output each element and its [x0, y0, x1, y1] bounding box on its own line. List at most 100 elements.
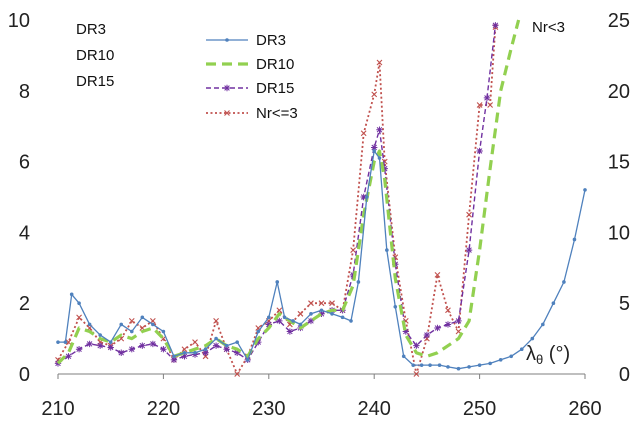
data-point	[140, 315, 145, 320]
data-point	[445, 307, 451, 314]
data-point	[419, 363, 424, 367]
data-point	[530, 336, 535, 341]
data-point	[465, 246, 473, 254]
data-point	[203, 347, 208, 352]
data-point	[96, 342, 104, 349]
data-point	[483, 94, 491, 102]
data-point	[572, 237, 577, 242]
data-point	[423, 331, 431, 339]
data-point	[223, 84, 231, 92]
data-point	[65, 353, 72, 360]
data-point	[98, 333, 102, 337]
data-point	[267, 315, 271, 320]
data-point	[225, 38, 229, 42]
x-tick-label: 240	[358, 398, 391, 420]
corner-note: DR3	[76, 21, 106, 38]
data-point	[63, 340, 68, 344]
data-point	[149, 340, 157, 348]
data-point	[371, 91, 378, 98]
data-point	[224, 343, 229, 348]
data-point	[233, 349, 241, 356]
data-point	[376, 126, 383, 133]
data-point	[541, 322, 545, 327]
data-point	[428, 363, 432, 367]
data-point	[151, 322, 155, 327]
data-point	[86, 340, 93, 348]
data-point	[308, 300, 314, 307]
data-point	[385, 248, 389, 252]
data-point	[291, 319, 295, 323]
data-point	[108, 340, 113, 344]
data-point	[583, 188, 587, 192]
data-point	[381, 165, 388, 172]
data-point	[119, 322, 124, 327]
data-point	[365, 195, 369, 199]
data-point	[107, 344, 114, 351]
data-point	[282, 315, 287, 320]
x-axis-label: λθ (°)	[526, 343, 570, 367]
data-point	[224, 110, 230, 116]
data-point	[360, 193, 367, 201]
data-point	[562, 280, 566, 284]
data-point	[444, 321, 452, 328]
data-point	[318, 310, 325, 318]
data-point	[476, 102, 483, 108]
data-point	[192, 339, 198, 346]
left-y-tick-label: 4	[19, 222, 30, 244]
series-line	[56, 19, 521, 365]
data-point	[65, 339, 72, 346]
data-point	[413, 342, 420, 349]
left-y-tick-label: 8	[19, 81, 30, 103]
data-point	[297, 310, 304, 317]
data-point	[212, 342, 220, 349]
data-point	[256, 329, 261, 334]
data-point	[371, 144, 378, 151]
left-y-tick-label: 6	[19, 152, 30, 174]
data-point	[234, 371, 241, 377]
data-point	[69, 292, 74, 297]
data-point	[329, 300, 335, 307]
data-point	[161, 329, 166, 334]
data-point	[360, 130, 367, 137]
data-point	[402, 328, 410, 335]
left-y-tick-label: 10	[8, 10, 30, 32]
data-point	[170, 356, 178, 364]
data-point	[476, 147, 483, 155]
legend: DR3 DR10 DR15 Nr<=3	[206, 32, 298, 122]
data-point	[437, 363, 442, 367]
data-point	[376, 59, 383, 66]
data-point	[413, 371, 420, 377]
data-point	[488, 361, 492, 366]
data-point	[56, 340, 60, 344]
legend-label: DR3	[256, 32, 286, 49]
right-y-tick-label: 20	[608, 81, 630, 103]
right-note: Nr<3	[532, 19, 565, 36]
data-point	[330, 312, 334, 316]
data-point	[455, 317, 462, 325]
data-point	[340, 315, 345, 320]
data-point	[128, 346, 135, 353]
series-nr-3	[55, 24, 499, 377]
data-point	[492, 22, 499, 29]
data-point	[498, 358, 503, 362]
data-point	[307, 317, 315, 325]
right-y-tick-label: 10	[608, 222, 630, 244]
data-point	[411, 363, 415, 367]
data-point	[129, 329, 134, 334]
data-point	[181, 353, 188, 360]
data-point	[255, 338, 262, 346]
data-point	[223, 346, 230, 353]
right-y-tick-label: 5	[619, 293, 630, 315]
data-point	[509, 354, 514, 359]
left-y-tick-label: 0	[19, 364, 30, 386]
series-dr10	[56, 19, 521, 365]
corner-note: DR10	[76, 47, 114, 64]
data-point	[160, 346, 167, 353]
series-line	[57, 25, 497, 364]
data-point	[265, 321, 272, 328]
data-point	[172, 354, 176, 359]
data-point	[298, 322, 303, 327]
data-point	[139, 342, 146, 349]
data-point	[214, 336, 218, 341]
data-point	[434, 271, 441, 278]
